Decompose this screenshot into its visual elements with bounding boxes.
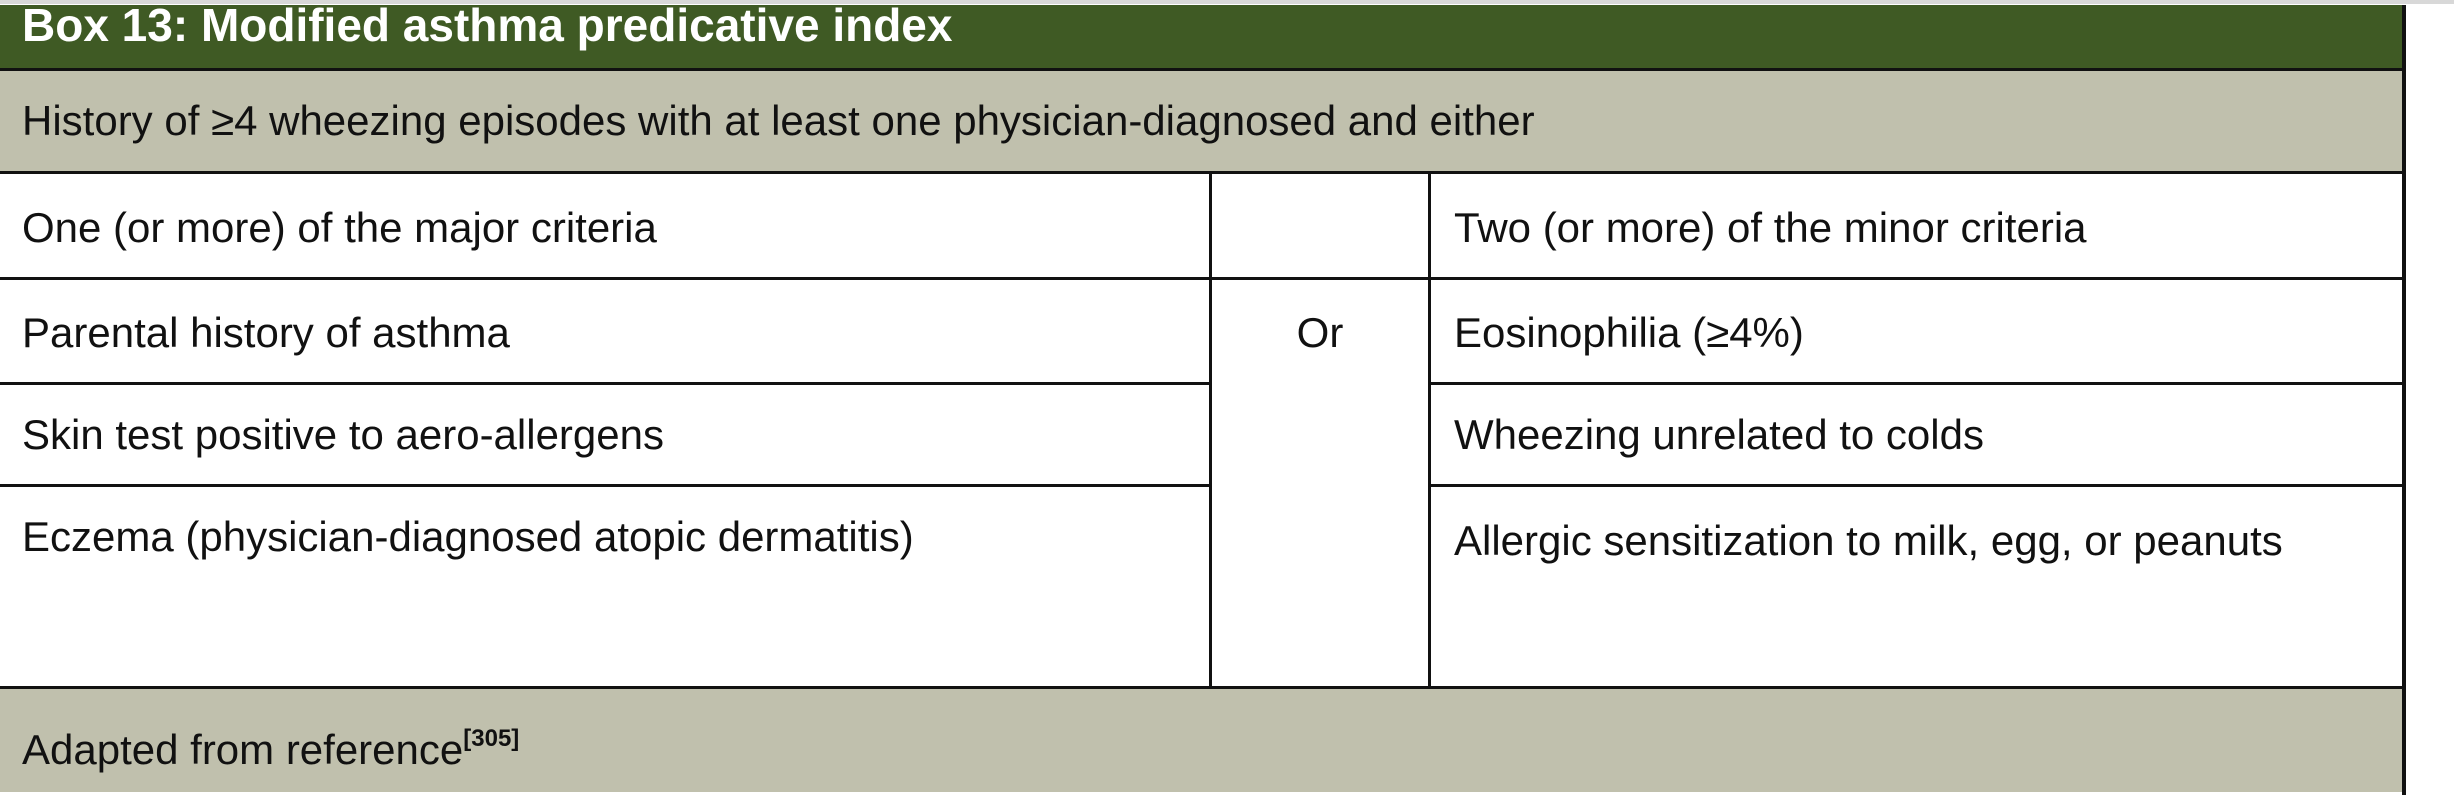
minor-criteria-header: Two (or more) of the minor criteria [1454, 204, 2087, 251]
box-subtitle: History of ≥4 wheezing episodes with at … [0, 71, 2402, 174]
major-criteria-item: Skin test positive to aero-allergens [22, 411, 664, 458]
or-connector: Or [1296, 309, 1344, 356]
row-divider [1429, 382, 2402, 385]
top-border [0, 0, 2454, 4]
minor-criteria-item: Wheezing unrelated to colds [1454, 411, 1984, 458]
minor-criteria-item: Eosinophilia (≥4%) [1454, 309, 1804, 356]
box-footer: Adapted from reference[305] [0, 686, 2402, 792]
major-criteria-item: Eczema (physician-diagnosed atopic derma… [22, 513, 914, 560]
asthma-index-box: Box 13: Modified asthma predicative inde… [0, 5, 2406, 795]
row-divider [0, 382, 1210, 385]
column-divider [1428, 174, 1431, 689]
footer-text: Adapted from reference [22, 726, 464, 773]
box-title: Box 13: Modified asthma predicative inde… [0, 5, 2402, 71]
row-divider [1429, 484, 2402, 487]
major-criteria-item: Parental history of asthma [22, 309, 510, 356]
column-divider [1209, 174, 1212, 689]
major-criteria-header: One (or more) of the major criteria [22, 204, 657, 251]
table-row [0, 174, 2402, 280]
row-divider [0, 484, 1210, 487]
minor-criteria-item: Allergic sensitization to milk, egg, or … [1454, 517, 2283, 564]
reference-link[interactable]: [305] [463, 725, 520, 752]
